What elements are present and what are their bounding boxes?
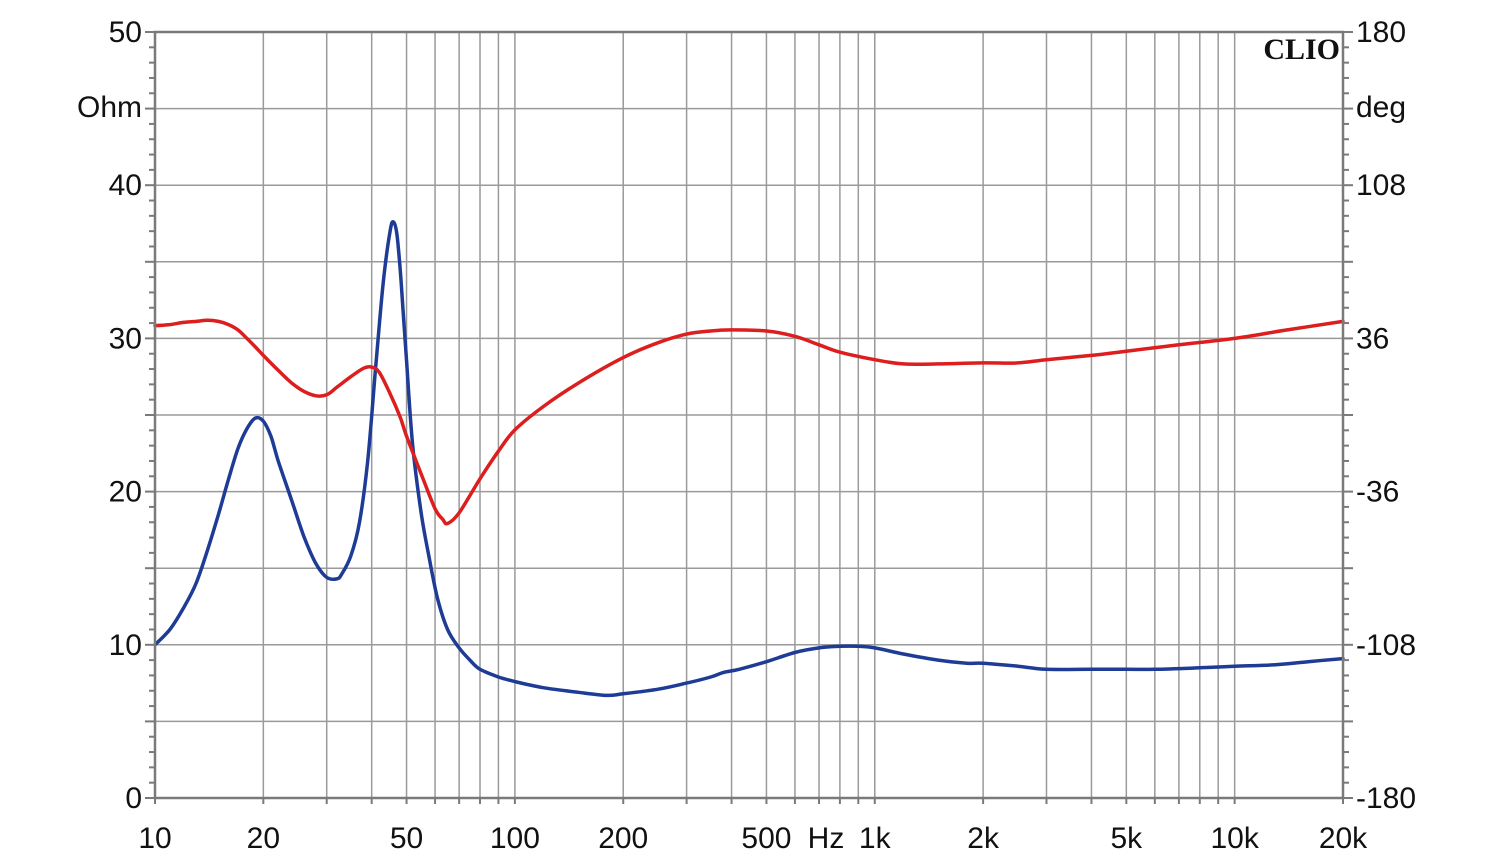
y-left-unit-label: Ohm xyxy=(77,91,142,124)
x-tick-label: 20 xyxy=(247,822,280,855)
grid-lines xyxy=(155,32,1343,798)
y-right-tick-label: 36 xyxy=(1356,322,1389,355)
y-left-tick-label: 50 xyxy=(109,16,142,49)
y-left-tick-label: 40 xyxy=(109,169,142,202)
x-tick-label: 2k xyxy=(967,822,1000,855)
x-tick-label: 20k xyxy=(1319,822,1368,855)
y-right-tick-label: -180 xyxy=(1356,782,1416,815)
y-left-tick-label: 30 xyxy=(109,322,142,355)
y-right-tick-label: 180 xyxy=(1356,16,1406,49)
tick-marks xyxy=(145,31,1353,804)
x-tick-label: 100 xyxy=(490,822,540,855)
y-right-unit-label: deg xyxy=(1356,91,1406,124)
series-layer xyxy=(153,220,1345,698)
x-tick-label: 1k xyxy=(859,822,892,855)
x-tick-label: 10k xyxy=(1210,822,1259,855)
impedance-curve xyxy=(153,220,1345,698)
x-tick-label: 200 xyxy=(598,822,648,855)
y-left-tick-label: 10 xyxy=(109,629,142,662)
x-tick-label: 50 xyxy=(390,822,423,855)
x-tick-label: 500 xyxy=(741,822,791,855)
x-tick-label: 5k xyxy=(1110,822,1143,855)
x-tick-label: 10 xyxy=(138,822,171,855)
brand-logo-text: CLIO xyxy=(1263,33,1340,66)
axis-labels: 0 10 20 30 40 50 -180 -108 -36 36 108 180 10 20 50 100 2… xyxy=(109,16,1416,855)
y-right-tick-label: -108 xyxy=(1356,629,1416,662)
y-right-tick-label: -36 xyxy=(1356,476,1399,509)
y-left-tick-label: 20 xyxy=(109,476,142,509)
y-left-tick-label: 0 xyxy=(125,782,142,815)
x-unit-label: Hz xyxy=(808,822,845,855)
phase-curve xyxy=(153,318,1345,526)
y-right-tick-label: 108 xyxy=(1356,169,1406,202)
